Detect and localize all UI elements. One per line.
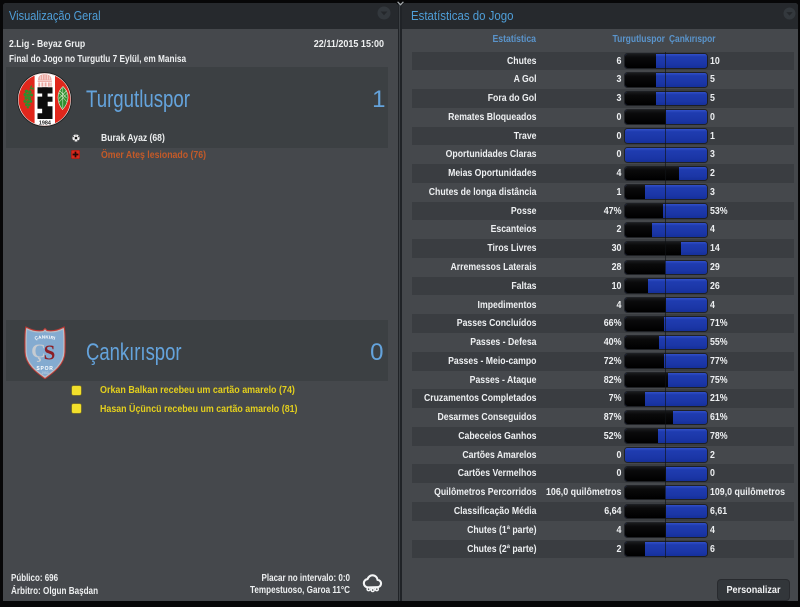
svg-text:Ç: Ç — [31, 341, 45, 363]
svg-text:1984: 1984 — [39, 121, 51, 127]
svg-text:S: S — [44, 341, 56, 365]
svg-text:1953: 1953 — [41, 371, 48, 375]
svg-text:SPOR: SPOR — [36, 366, 53, 372]
svg-text:ÇANKIRI: ÇANKIRI — [34, 334, 56, 340]
